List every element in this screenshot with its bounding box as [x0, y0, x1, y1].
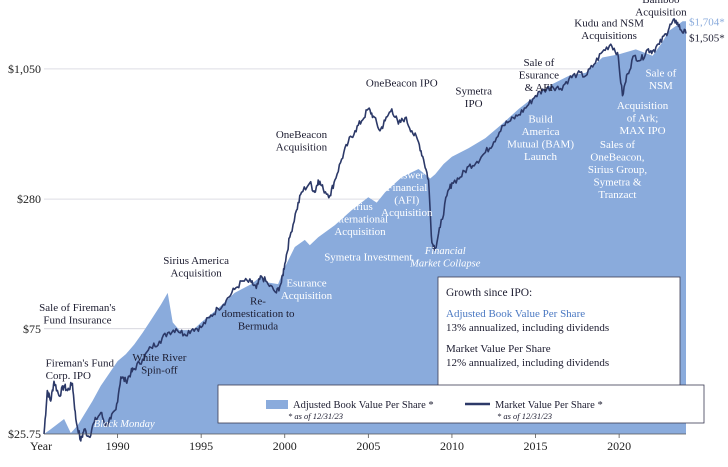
legend-book-label: Adjusted Book Value Per Share * [293, 400, 434, 411]
annotation-text: OneBeacon [276, 129, 328, 141]
x-tick-label: 2015 [524, 439, 548, 453]
growth-market-value: 12% annualized, including dividends [446, 357, 609, 369]
annotation-text: Kudu and NSM [574, 17, 644, 29]
annotation-text: Sale of [523, 57, 554, 69]
x-tick-label: 2020 [607, 439, 631, 453]
annotation-text: Sirius Group, [588, 164, 648, 176]
y-tick-label: $1,050 [8, 62, 41, 76]
growth-book-name: Adjusted Book Value Per Share [446, 308, 585, 320]
annotation-text: Acquisition [617, 100, 669, 112]
annotation-text: Symetra & [593, 177, 641, 189]
x-tick-label: 1990 [106, 439, 130, 453]
annotation-text: Mutual (BAM) [507, 138, 574, 150]
x-tick-label: 2005 [356, 439, 380, 453]
annotation-text: Fund Insurance [43, 314, 111, 326]
annotation-text: Fireman's Fund [46, 358, 115, 370]
annotation-text: America [522, 126, 560, 138]
annotation-text: Acquisition [635, 7, 687, 19]
y-tick-label: $75 [23, 322, 41, 336]
x-tick-label: Year [30, 439, 52, 453]
market-value-line [43, 18, 687, 442]
annotation-text: domestication to [221, 308, 295, 320]
annotation-text: Sale of Fireman's [39, 302, 116, 314]
y-tick-label: $280 [17, 192, 41, 206]
annotation-text: Sirius America [163, 255, 229, 267]
annotation-text: Esurance [519, 70, 559, 82]
annotation-text: Symetra Investment [324, 252, 412, 264]
end-labels: $1,704* $1,505* [689, 16, 725, 44]
growth-book-value: 13% annualized, including dividends [446, 322, 609, 334]
x-tick-label: 1995 [189, 439, 213, 453]
annotation-text: Sale of [645, 68, 676, 80]
annotation-text: Esurance [286, 278, 326, 290]
growth-box: Growth since IPO: Adjusted Book Value Pe… [437, 276, 681, 388]
annotation-text: Corp. IPO [46, 370, 91, 382]
axes: $25.75 $75 $280 $1,050 Year 1990 1995 2000 2005 2… [8, 62, 686, 453]
annotation-text: Tranzact [598, 189, 636, 201]
annotation-text: MAX IPO [619, 125, 665, 137]
annotation-text: Acquisitions [581, 30, 637, 42]
annotation-text: Sales of [600, 139, 635, 151]
legend-book-note: * as of 12/31/23 [288, 411, 343, 421]
x-tick-label: 2010 [440, 439, 464, 453]
annotation-text: Re- [250, 295, 266, 307]
book-end-label: $1,704* [689, 16, 725, 28]
legend: Adjusted Book Value Per Share * * as of … [217, 384, 705, 424]
annotation-text: International [332, 214, 388, 226]
annotation-text: of Ark; [627, 112, 658, 124]
annotation-text: White River [132, 352, 186, 364]
annotation-text: Market Collapse [409, 259, 481, 270]
legend-book-swatch [266, 400, 288, 409]
annotation-text: Symetra [455, 85, 492, 97]
annotation-text: Acquisition [276, 142, 328, 154]
y-tick-label: $25.75 [8, 427, 41, 441]
annotation-text: Answer [390, 170, 425, 182]
growth-market-name: Market Value Per Share [446, 343, 551, 355]
annotation-text: IPO [465, 98, 483, 110]
annotation-text: (AFI) [394, 195, 419, 207]
annotation-text: Acquisition [381, 207, 433, 219]
annotation-text: Bermuda [238, 320, 278, 332]
growth-box-frame [437, 276, 681, 388]
annotation-text: Acquisition [170, 267, 222, 279]
annotation-text: Spin-off [141, 365, 178, 377]
legend-market-note: * as of 12/31/23 [497, 411, 552, 421]
annotation-text: Acquisition [334, 226, 386, 238]
x-tick-label: 2000 [273, 439, 297, 453]
annotation-text: Acquisition [281, 290, 333, 302]
annotation-text: Build [528, 113, 553, 125]
growth-box-title: Growth since IPO: [446, 287, 532, 299]
legend-frame [217, 384, 705, 424]
annotation-text: OneBeacon, [590, 152, 644, 164]
annotation-text: NSM [649, 80, 673, 92]
legend-market-label: Market Value Per Share * [495, 400, 603, 411]
annotation-text: Sirius [347, 201, 373, 213]
annotation-text: Black Monday [94, 419, 155, 430]
annotation-text: Launch [524, 151, 557, 163]
annotation-text: & AFI [525, 82, 554, 94]
market-end-label: $1,505* [689, 33, 725, 45]
annotation-text: OneBeacon IPO [366, 77, 438, 89]
annotation-text: Bamboo [642, 0, 680, 6]
annotation-text: Financial [424, 246, 466, 257]
annotation-text: Financial [386, 182, 427, 194]
market-value-line-group [43, 18, 687, 442]
